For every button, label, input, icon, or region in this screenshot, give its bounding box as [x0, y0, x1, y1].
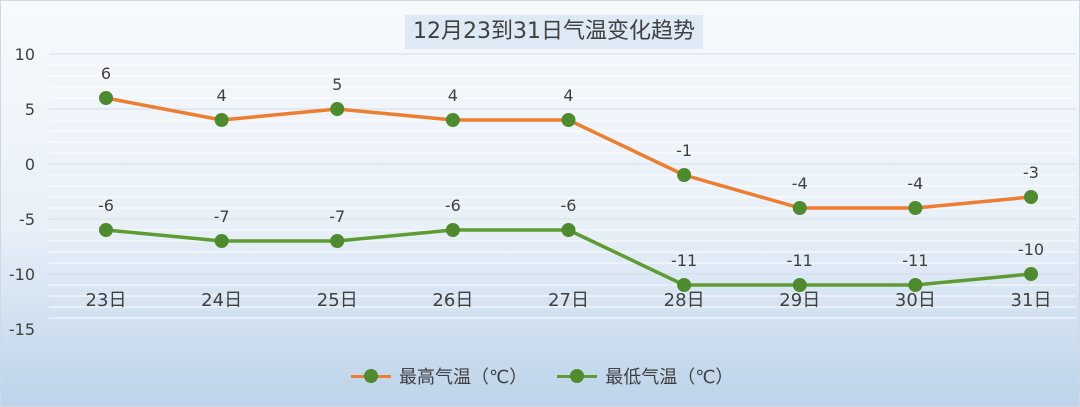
data-point-1 [677, 278, 692, 292]
y-tick-label: 5 [25, 100, 35, 119]
data-point-0 [677, 168, 692, 182]
legend-swatch-low [557, 369, 598, 383]
data-label-1: -10 [1018, 240, 1044, 259]
legend-marker-high [364, 369, 378, 383]
y-tick-label: 0 [25, 155, 35, 174]
data-point-1 [445, 223, 460, 237]
legend-label-high: 最高气温（℃） [399, 367, 528, 388]
data-label-0: -4 [792, 174, 808, 193]
data-point-0 [445, 113, 460, 127]
data-label-1: -11 [902, 251, 928, 270]
chart-title: 12月23到31日气温变化趋势 [405, 15, 703, 49]
data-label-1: -7 [329, 207, 345, 226]
data-point-0 [330, 102, 345, 116]
legend-swatch-high [351, 369, 391, 383]
data-label-1: -11 [787, 251, 813, 270]
data-label-0: 6 [101, 64, 111, 83]
x-tick-label: 30日 [895, 290, 936, 311]
legend-item-high: 最高气温（℃） [351, 363, 527, 389]
data-point-0 [792, 201, 807, 215]
data-label-0: -1 [676, 141, 692, 160]
data-point-1 [908, 278, 923, 292]
series-line-1 [105, 228, 1032, 287]
data-label-0: -3 [1023, 163, 1039, 182]
x-tick-label: 27日 [548, 290, 589, 311]
data-point-0 [908, 201, 923, 215]
legend-item-low: 最低气温（℃） [557, 363, 733, 389]
x-tick-label: 24日 [201, 290, 242, 311]
data-point-0 [561, 113, 576, 127]
x-tick-label: 25日 [317, 290, 358, 311]
x-tick-label: 29日 [779, 290, 820, 311]
legend-marker-low [570, 369, 585, 383]
y-tick-label: -5 [19, 210, 35, 229]
data-point-1 [1024, 267, 1038, 281]
data-point-1 [214, 234, 229, 248]
legend: 最高气温（℃） 最低气温（℃） [351, 363, 733, 389]
data-point-1 [330, 234, 345, 248]
data-label-1: -6 [561, 196, 577, 215]
x-tick-label: 31日 [1011, 290, 1052, 311]
data-label-1: -6 [98, 196, 114, 215]
x-tick-label: 28日 [664, 290, 705, 311]
x-tick-label: 26日 [432, 290, 473, 311]
data-label-1: -7 [214, 207, 230, 226]
data-label-0: 4 [563, 86, 573, 105]
x-tick-label: 23日 [86, 290, 127, 311]
legend-label-low: 最低气温（℃） [605, 367, 734, 388]
data-point-1 [561, 223, 576, 237]
data-point-1 [792, 278, 807, 292]
data-point-0 [214, 113, 229, 127]
data-point-0 [99, 91, 113, 105]
data-label-1: -11 [671, 251, 697, 270]
y-tick-label: -15 [9, 320, 35, 339]
data-label-0: 4 [448, 86, 458, 105]
data-label-0: -4 [907, 174, 923, 193]
data-label-1: -6 [445, 196, 461, 215]
y-tick-label: -10 [9, 265, 35, 284]
data-label-0: 4 [217, 86, 227, 105]
y-tick-label: 10 [15, 45, 35, 64]
data-point-0 [1024, 190, 1038, 204]
data-label-0: 5 [332, 75, 342, 94]
data-point-1 [99, 223, 113, 237]
